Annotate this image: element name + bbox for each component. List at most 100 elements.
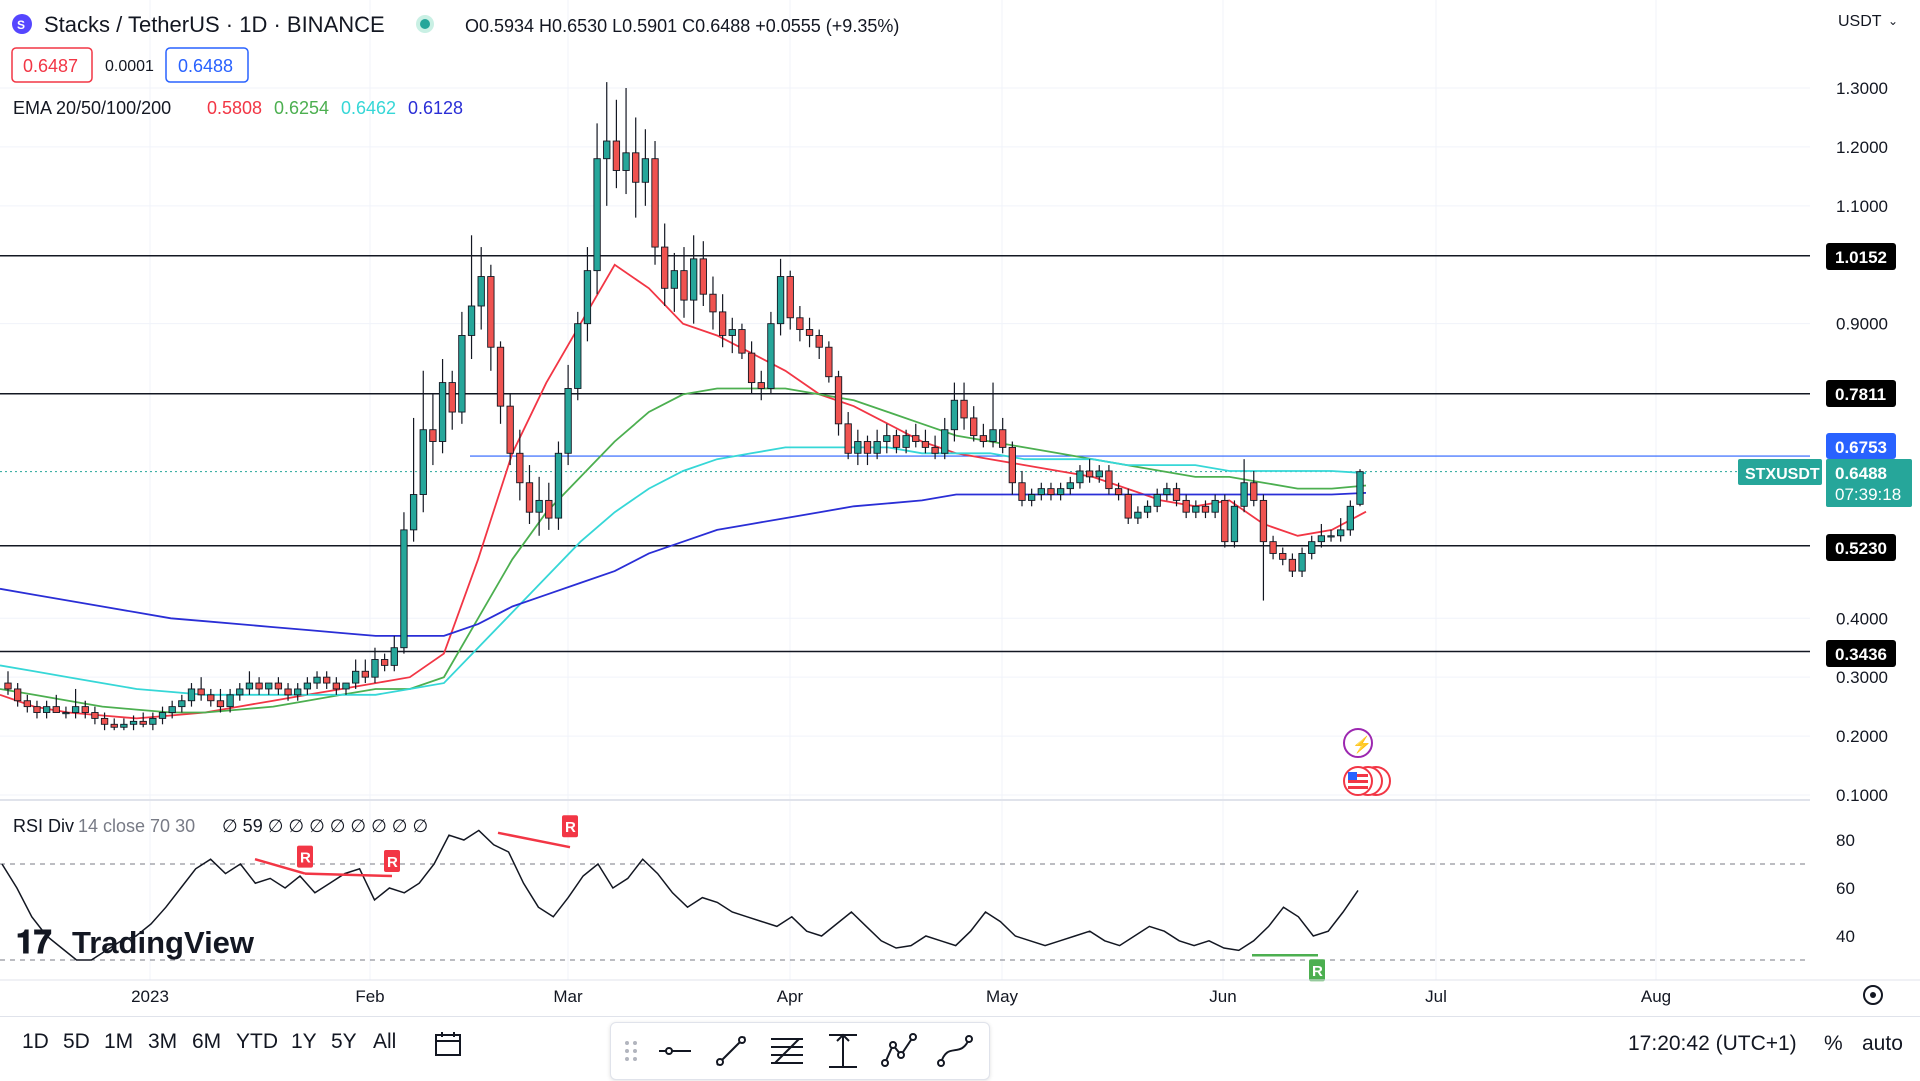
candle — [438, 359, 447, 454]
candle — [429, 394, 437, 466]
timeframe-5d[interactable]: 5D — [63, 1030, 90, 1053]
clock-timezone[interactable]: 17:20:42 (UTC+1) — [1628, 1032, 1797, 1055]
candle — [226, 688, 234, 713]
events[interactable]: ⚡ — [1343, 728, 1391, 796]
settings-gear-icon[interactable] — [1863, 985, 1883, 1005]
candle — [1230, 500, 1239, 548]
candle — [1076, 465, 1084, 489]
candle — [1095, 465, 1103, 483]
trend-line-tool-icon[interactable] — [711, 1031, 751, 1071]
candle — [409, 417, 418, 542]
candle — [873, 429, 881, 460]
candle — [593, 123, 601, 295]
time-axis[interactable]: 2023 Feb Mar Apr May Jun Jul Aug — [0, 979, 1920, 1006]
level-tag-4: 0.3436 — [1835, 645, 1887, 664]
currency-selector[interactable]: USDT ⌄ — [1838, 13, 1898, 30]
ema-legend[interactable]: EMA 20/50/100/200 0.5808 0.6254 0.6462 0… — [13, 98, 463, 118]
timeframe-1d[interactable]: 1D — [22, 1030, 49, 1053]
candle-body — [786, 276, 794, 319]
candle — [506, 394, 514, 466]
curve-tool-icon[interactable] — [935, 1031, 975, 1071]
candle-body — [390, 647, 398, 666]
candle-body — [1230, 505, 1239, 543]
candle-body — [294, 688, 302, 696]
percent-scale-toggle[interactable]: % — [1824, 1032, 1843, 1055]
candle — [467, 235, 476, 360]
candle — [902, 429, 910, 454]
timeframe-ytd[interactable]: YTD — [236, 1030, 278, 1053]
price-axis[interactable]: 1.3000 1.2000 1.1000 0.9000 0.4000 0.3000 0.20… — [1810, 0, 1920, 1016]
candle-body — [1356, 471, 1364, 505]
svg-text:⚡: ⚡ — [1352, 735, 1372, 754]
candle — [236, 683, 244, 701]
candle — [796, 305, 804, 342]
candle-body — [265, 682, 273, 690]
candle — [100, 712, 109, 731]
candle — [1143, 500, 1152, 519]
candle — [342, 682, 350, 695]
timeframe-all[interactable]: All — [373, 1030, 397, 1053]
candle-body — [535, 499, 543, 513]
time-tick-label: Apr — [777, 987, 804, 1006]
candle-body — [352, 670, 360, 684]
candle-body — [999, 429, 1007, 448]
candle-body — [1346, 505, 1354, 531]
candle — [1037, 482, 1045, 501]
candle — [448, 370, 456, 430]
candle — [1337, 518, 1345, 542]
svg-text:USDT[interactable]: USDT — [1838, 13, 1882, 30]
buy-button[interactable] — [165, 47, 249, 83]
candle-body — [197, 688, 205, 696]
bid-ask[interactable]: 0.6487 0.0001 0.6488 — [11, 47, 249, 83]
timeframe-1y[interactable]: 1Y — [291, 1030, 317, 1053]
candle — [883, 423, 891, 454]
candle-body — [632, 152, 640, 183]
lightning-icon[interactable] — [1343, 728, 1373, 758]
timeframe-5y[interactable]: 5Y — [331, 1030, 357, 1053]
candle-body — [747, 352, 756, 384]
candle-body — [207, 694, 215, 702]
sell-button[interactable] — [11, 47, 93, 83]
candle — [554, 441, 563, 530]
pattern-tool-icon[interactable] — [879, 1031, 919, 1071]
drag-handle-icon[interactable] — [621, 1031, 641, 1071]
divergence-marker-label: R — [387, 854, 398, 871]
timeframe-6m[interactable]: 6M — [192, 1030, 222, 1053]
candle-body — [245, 682, 254, 690]
fib-retracement-tool-icon[interactable] — [767, 1031, 807, 1071]
candle-body — [187, 688, 196, 702]
timeframe-1m[interactable]: 1M — [104, 1030, 134, 1053]
candle — [1066, 476, 1074, 495]
candle-body — [709, 293, 717, 313]
candle — [1192, 500, 1200, 519]
rsi-legend[interactable]: RSI Div 14 close 70 30 ∅ 59 ∅ ∅ ∅ ∅ ∅ ∅ … — [13, 816, 428, 836]
candle-body — [71, 706, 80, 713]
candle-body — [342, 682, 350, 690]
candle — [622, 88, 630, 195]
price-chart[interactable]: R R R R 1.3000 1.2000 1.1000 0.9000 0.4000 0.300… — [0, 0, 1920, 1016]
candle — [1221, 494, 1229, 548]
symbol-title[interactable]: Stacks / TetherUS · 1D · BINANCE — [44, 12, 385, 37]
candle-body — [699, 258, 707, 295]
auto-scale-toggle[interactable]: auto — [1862, 1032, 1903, 1055]
candle-body — [110, 723, 118, 728]
candle — [545, 482, 553, 530]
horizontal-line-tool-icon[interactable] — [655, 1031, 695, 1071]
candle — [516, 429, 524, 501]
candle-body — [4, 682, 12, 690]
rsi-params: 14 close 70 30 — [78, 816, 195, 836]
candle-body — [42, 706, 51, 713]
candle — [1211, 494, 1219, 519]
symbol-legend[interactable]: S Stacks / TetherUS · 1D · BINANCE O0.59… — [12, 12, 899, 37]
candle — [1308, 535, 1316, 560]
price-tick-label: 0.9000 — [1836, 315, 1888, 334]
candle-body — [149, 717, 157, 725]
price-range-tool-icon[interactable] — [823, 1031, 863, 1071]
candle — [1288, 553, 1297, 578]
candle — [641, 129, 650, 206]
timeframe-3m[interactable]: 3M — [148, 1030, 178, 1053]
candle-body — [458, 335, 466, 413]
candle-body — [323, 676, 331, 684]
candle — [651, 141, 659, 265]
date-range-icon[interactable] — [432, 1030, 464, 1060]
